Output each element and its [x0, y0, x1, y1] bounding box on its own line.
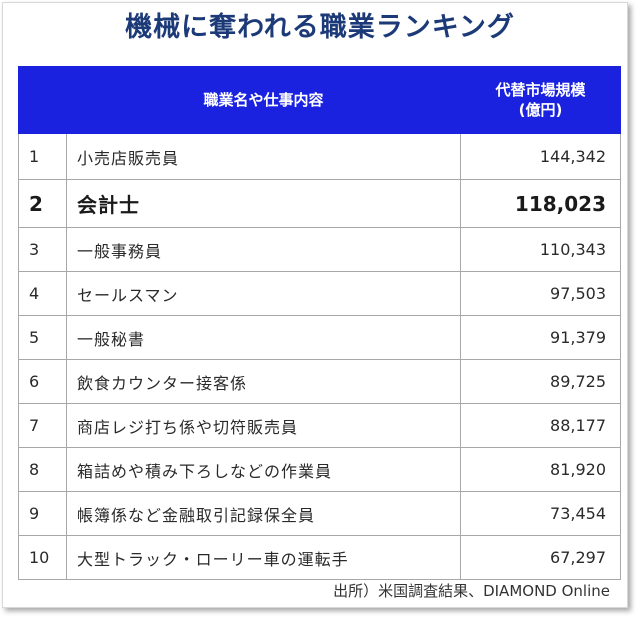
value-cell: 73,454	[460, 491, 621, 536]
header-market-size-unit: (億円)	[518, 101, 563, 119]
header-rank	[18, 66, 67, 134]
table-row: 1 小売店販売員 144,342	[18, 133, 621, 180]
header-market-size: 代替市場規模 (億円)	[460, 66, 621, 134]
rank-cell: 1	[18, 133, 67, 180]
page-title: 機械に奪われる職業ランキング	[125, 12, 515, 43]
table-row: 10 大型トラック・ローリー車の運転手 67,297	[18, 535, 621, 580]
job-cell: 箱詰めや積み下ろしなどの作業員	[66, 447, 461, 492]
value-cell: 89,725	[460, 359, 621, 404]
rank-cell: 9	[18, 491, 67, 536]
source-note: 出所）米国調査結果、DIAMOND Online	[333, 582, 610, 600]
table-row: 4 セールスマン 97,503	[18, 271, 621, 316]
value-cell: 110,343	[460, 227, 621, 272]
job-cell: 一般秘書	[66, 315, 461, 360]
rank-cell: 4	[18, 271, 67, 316]
value-cell: 81,920	[460, 447, 621, 492]
table-row: 5 一般秘書 91,379	[18, 315, 621, 360]
rank-cell: 10	[18, 535, 67, 580]
value-cell: 144,342	[460, 133, 621, 180]
job-cell: 大型トラック・ローリー車の運転手	[66, 535, 461, 580]
value-cell: 88,177	[460, 403, 621, 448]
table-row-highlighted: 2 会計士 118,023	[18, 179, 621, 228]
rank-cell: 5	[18, 315, 67, 360]
job-cell: 商店レジ打ち係や切符販売員	[66, 403, 461, 448]
ranking-table: 職業名や仕事内容 代替市場規模 (億円) 1 小売店販売員 144,342 2 …	[18, 66, 621, 580]
value-cell: 67,297	[460, 535, 621, 580]
table-row: 8 箱詰めや積み下ろしなどの作業員 81,920	[18, 447, 621, 492]
header-market-size-line1: 代替市場規模	[495, 81, 586, 99]
value-cell: 91,379	[460, 315, 621, 360]
rank-cell: 8	[18, 447, 67, 492]
value-cell: 97,503	[460, 271, 621, 316]
table-row: 9 帳簿係など金融取引記録保全員 73,454	[18, 491, 621, 536]
table-header-row: 職業名や仕事内容 代替市場規模 (億円)	[18, 66, 621, 134]
job-cell: 飲食カウンター接客係	[66, 359, 461, 404]
table-row: 3 一般事務員 110,343	[18, 227, 621, 272]
value-cell: 118,023	[460, 179, 621, 228]
job-cell: 一般事務員	[66, 227, 461, 272]
rank-cell: 7	[18, 403, 67, 448]
table-row: 6 飲食カウンター接客係 89,725	[18, 359, 621, 404]
job-cell: 帳簿係など金融取引記録保全員	[66, 491, 461, 536]
rank-cell: 3	[18, 227, 67, 272]
rank-cell: 2	[18, 179, 67, 228]
rank-cell: 6	[18, 359, 67, 404]
header-job: 職業名や仕事内容	[66, 66, 461, 134]
job-cell: 会計士	[66, 179, 461, 228]
job-cell: セールスマン	[66, 271, 461, 316]
job-cell: 小売店販売員	[66, 133, 461, 180]
table-row: 7 商店レジ打ち係や切符販売員 88,177	[18, 403, 621, 448]
